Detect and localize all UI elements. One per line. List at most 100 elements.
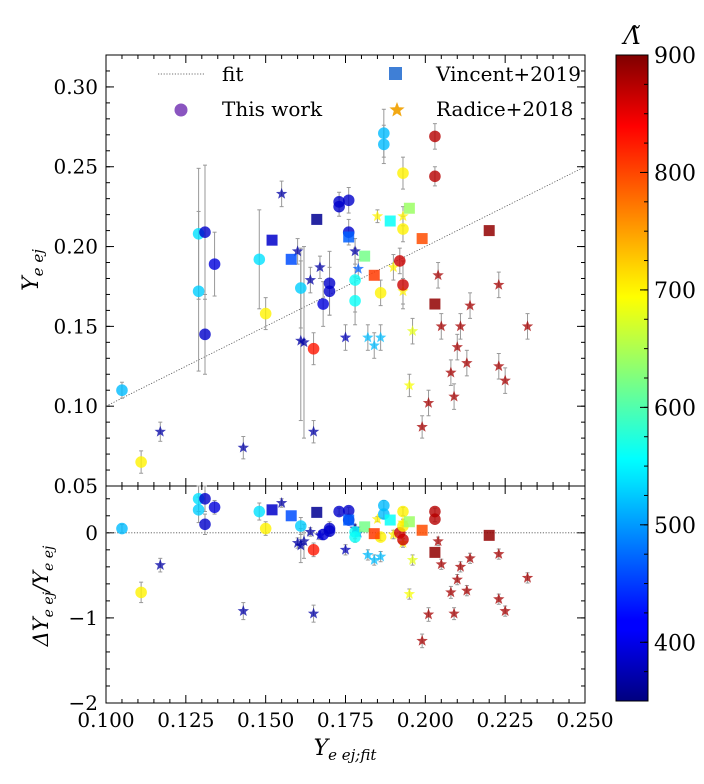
radice-point [521,571,534,583]
this-work-point [374,287,387,299]
this-work-point [116,522,128,535]
vincent-point [359,521,371,533]
colorbar-tick-label: 700 [654,279,696,304]
vincent-point [285,253,297,265]
radice-point [451,341,463,352]
legend-this-work-marker [174,103,188,117]
bottom_panel-y-tick-label: 0 [85,521,98,545]
this-work-point [253,505,266,518]
radice-point [291,537,304,548]
this-work-point [349,531,361,543]
this-work-point [393,255,406,267]
this-work-point [378,127,390,140]
x-tick-label: 0.175 [317,708,374,732]
colorbar: Λ̃ 400 500 600 700 800 900 [615,22,696,702]
vincent-point [343,231,355,243]
bottom-ylabel-main: ΔY [29,615,53,647]
bottom_panel-x-ticks [105,486,586,703]
radice-point [493,360,505,372]
this-work-point [253,253,266,266]
vincent-point [416,524,428,536]
radice-point [349,245,361,257]
legend-vincent-marker [389,67,402,80]
radice-point [291,245,304,257]
top-ylabel: Ye ej [19,249,47,291]
legend-fit-label: fit [222,62,243,86]
vincent-point [483,529,495,541]
this-work-point [135,456,147,468]
radice-point [339,331,352,343]
vincent-point [343,514,355,526]
top_panel-y-tick-label: 0.05 [53,474,98,498]
radice-point [406,325,419,337]
radice-point [499,605,511,616]
vincent-point [368,269,380,281]
this-work-point [397,505,409,518]
vincent-point [311,213,323,225]
this-work-point [323,525,336,537]
radice-point [422,396,435,408]
colorbar-tick-label: 900 [654,44,696,69]
vincent-point [483,225,495,237]
this-work-point [342,194,355,207]
colorbar-tick-label: 400 [654,631,696,656]
radice-point [362,548,374,560]
bottom-ylabel-sub: e ej [41,591,57,617]
radice-point [275,187,288,199]
this-work-point [199,226,211,238]
this-work-point [208,501,221,514]
this-work-point [333,505,345,518]
radice-point [374,331,387,343]
radice-point [368,554,380,565]
top-ylabel-sub: e ej [29,249,47,277]
radice-point [352,262,364,274]
svg-text:ΔYe ej/Ye ej: ΔYe ej/Ye ej [29,545,57,647]
colorbar-tick-label: 500 [654,514,696,539]
this-work-point [307,544,320,556]
this-work-point [333,200,345,213]
radice-point [435,558,448,570]
radice-point [397,210,409,222]
this-work-point [116,384,128,397]
radice-point [371,210,384,222]
colorbar-label: Λ̃ [621,22,640,50]
radice-point [298,336,310,348]
radice-point [314,261,326,273]
radice-point [416,420,428,432]
radice-point [461,357,473,368]
this-work-point [135,586,147,599]
x-axis-label-main: Y [314,736,331,761]
top_panel-y-ticks: 0.05 0.10 0.15 0.20 0.25 0.30 [53,54,585,498]
radice-point [499,374,511,386]
x-tick-label: 0.200 [397,708,454,732]
vincent-point [359,250,371,262]
colorbar-tick-label: 600 [654,396,696,421]
this-work-point [294,520,307,532]
radice-point [464,552,476,564]
radice-point [307,607,320,619]
radice-point [445,366,457,378]
radice-point [445,586,457,598]
radice-point [521,320,534,332]
vincent-point [403,202,415,214]
radice-point [432,535,444,547]
top_panel-points [116,108,534,474]
x-tick-label: 0.125 [157,708,214,732]
bottom_panel-points [116,485,534,649]
this-work-point [192,285,205,298]
x-tick-label: 0.100 [77,708,134,732]
vincent-point [311,506,323,518]
radice-point [454,320,467,332]
x-tick-label: 0.225 [477,708,534,732]
radice-point [403,379,416,391]
radice-point [237,605,250,616]
vincent-point [285,510,297,522]
bottom_panel-y-tick-label: −2 [69,691,98,715]
radice-point [493,593,505,605]
this-work-point [378,138,390,151]
svg-text:Ye ej: Ye ej [19,249,47,291]
radice-point [307,425,320,437]
radice-point [275,497,288,508]
legend-this-work-label: This work [222,97,323,121]
this-work-point [397,167,409,179]
